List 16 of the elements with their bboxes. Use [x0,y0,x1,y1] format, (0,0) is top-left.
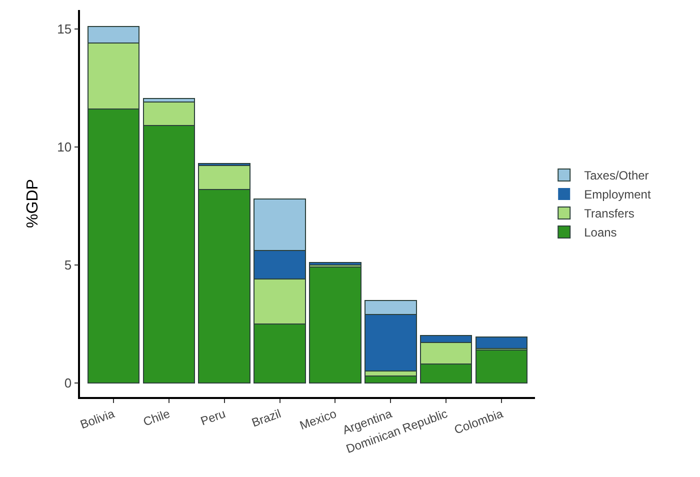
y-tick-label: 5 [64,257,72,272]
x-tick-label: Chile [141,406,172,429]
y-tick-label: 10 [57,139,72,154]
y-tick-label: 0 [64,375,72,390]
x-tick-label: Bolivia [78,406,117,432]
y-tick-label: 15 [57,21,72,36]
x-tick-label: Mexico [298,406,339,433]
bar [309,262,362,266]
legend-label: Taxes/Other [584,168,649,183]
x-tick-label: Peru [198,406,228,428]
x-tick-label: Brazil [250,406,283,430]
legend-label: Loans [584,226,617,240]
legend-label: Employment [584,188,652,202]
legend-label: Transfers [584,206,634,221]
bar [309,266,362,384]
y-axis-title: %GDP [24,179,42,228]
